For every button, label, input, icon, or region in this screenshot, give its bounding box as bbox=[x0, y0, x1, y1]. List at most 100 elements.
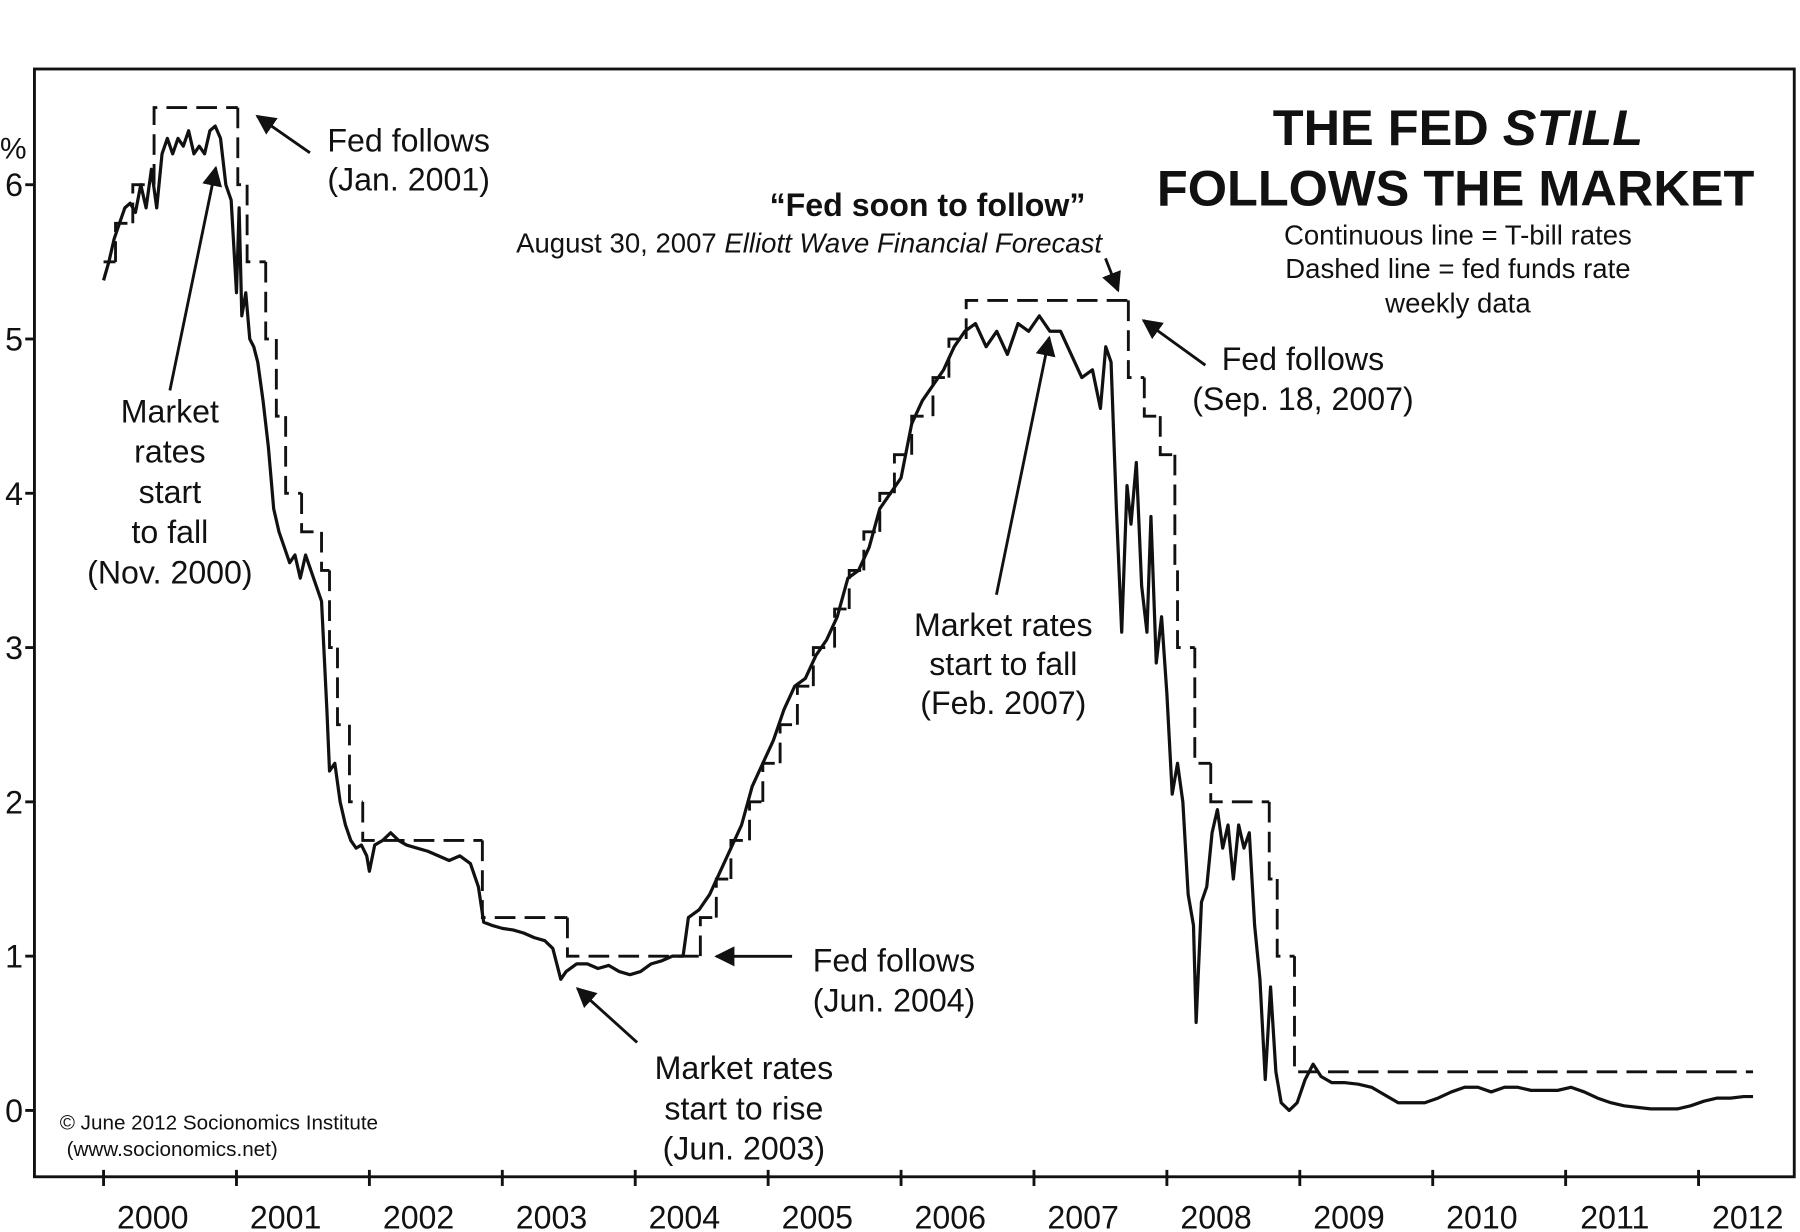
step-segment bbox=[761, 761, 781, 802]
step-segment bbox=[236, 107, 248, 187]
annotation: rates bbox=[134, 434, 205, 470]
step-segment bbox=[1126, 300, 1145, 380]
step-segment bbox=[1176, 570, 1195, 650]
x-tick-label: 2011 bbox=[1580, 1199, 1649, 1232]
x-tick-label: 2001 bbox=[250, 1199, 321, 1232]
annotation: Fed follows bbox=[1222, 341, 1384, 377]
credit: © June 2012 Socionomics Institute bbox=[60, 1112, 378, 1135]
chart-title: THE FED STILL bbox=[1273, 99, 1643, 156]
step-segment bbox=[1158, 416, 1175, 457]
title-italic: STILL bbox=[1503, 99, 1643, 156]
x-tick-label: 2009 bbox=[1313, 1199, 1384, 1232]
arrow bbox=[1102, 257, 1121, 293]
quote: “Fed soon to follow” bbox=[770, 187, 1086, 223]
plot-frame bbox=[33, 67, 1796, 1179]
annotation: (Jun. 2004) bbox=[813, 982, 976, 1018]
arrow bbox=[995, 335, 1056, 596]
step-segment bbox=[931, 376, 949, 417]
annotation: Market bbox=[121, 394, 219, 430]
quote-source: August 30, 2007 Elliott Wave Financial F… bbox=[516, 228, 1103, 259]
step-segment bbox=[698, 916, 717, 957]
step-segment bbox=[1173, 454, 1178, 572]
quote-date: August 30, 2007 bbox=[516, 228, 717, 259]
step-segment bbox=[847, 568, 864, 610]
step-segment bbox=[320, 531, 330, 572]
annotation: Market rates bbox=[914, 607, 1093, 643]
arrow bbox=[1141, 319, 1207, 367]
subtitle: Continuous line = T-bill rates bbox=[1284, 220, 1632, 251]
annotation: (Sep. 18, 2007) bbox=[1192, 381, 1413, 417]
y-unit: % bbox=[0, 133, 27, 166]
annotation: start to rise bbox=[664, 1090, 823, 1126]
annotation: (Jan. 2001) bbox=[327, 162, 490, 198]
step-segment bbox=[264, 261, 277, 341]
y-tick-label: 2 bbox=[5, 784, 23, 820]
annotation: to fall bbox=[131, 514, 208, 550]
step-segment bbox=[348, 724, 363, 804]
y-tick-label: 5 bbox=[5, 321, 23, 357]
step-segment bbox=[892, 453, 912, 494]
step-segment bbox=[729, 838, 750, 880]
step-segment bbox=[947, 337, 967, 378]
annotation: (Jun. 2003) bbox=[663, 1131, 826, 1167]
step-segment bbox=[480, 840, 568, 920]
step-segment bbox=[862, 530, 880, 571]
annotation: (Feb. 2007) bbox=[920, 685, 1086, 721]
y-tick-label: 6 bbox=[5, 167, 23, 203]
y-tick-label: 1 bbox=[5, 939, 23, 975]
annotation: Market rates bbox=[655, 1050, 834, 1086]
arrow bbox=[575, 987, 639, 1044]
step-segment bbox=[778, 723, 798, 764]
chart-title: FOLLOWS THE MARKET bbox=[1157, 160, 1755, 217]
annotation: Fed follows bbox=[327, 123, 489, 159]
step-segment bbox=[1293, 956, 1754, 1074]
x-tick-label: 2007 bbox=[1047, 1199, 1118, 1232]
subtitle: Dashed line = fed funds rate bbox=[1285, 253, 1630, 284]
annotation: (Nov. 2000) bbox=[87, 554, 252, 590]
step-segment bbox=[833, 607, 850, 648]
step-segment bbox=[811, 646, 835, 687]
y-tick-label: 0 bbox=[5, 1093, 23, 1129]
step-segment bbox=[1193, 647, 1211, 765]
x-tick-label: 2010 bbox=[1446, 1199, 1517, 1232]
step-segment bbox=[878, 491, 895, 532]
step-segment bbox=[964, 298, 1129, 339]
step-segment bbox=[284, 416, 302, 495]
x-tick-label: 2006 bbox=[915, 1199, 986, 1232]
annotation: Fed follows bbox=[813, 942, 975, 978]
y-tick-label: 4 bbox=[5, 476, 23, 512]
step-segment bbox=[748, 800, 763, 841]
arrow bbox=[168, 165, 223, 391]
title-text: THE FED bbox=[1273, 99, 1489, 156]
step-segment bbox=[361, 801, 483, 842]
quote-publication: Elliott Wave Financial Forecast bbox=[724, 228, 1103, 259]
step-segment bbox=[1267, 801, 1278, 881]
step-segment bbox=[152, 106, 238, 185]
step-segment bbox=[566, 917, 701, 958]
step-segment bbox=[114, 221, 133, 262]
step-segment bbox=[274, 338, 286, 418]
arrow bbox=[255, 114, 311, 154]
step-segment bbox=[328, 570, 338, 650]
step-segment bbox=[245, 184, 266, 264]
step-segment bbox=[1275, 879, 1295, 958]
x-tick-label: 2008 bbox=[1180, 1199, 1251, 1232]
step-segment bbox=[300, 493, 322, 534]
arrows bbox=[168, 114, 1207, 1044]
x-tick-label: 2002 bbox=[383, 1199, 454, 1232]
step-segment bbox=[1142, 377, 1161, 418]
step-segment bbox=[714, 877, 731, 918]
step-segment bbox=[795, 684, 814, 725]
y-tick-label: 3 bbox=[5, 630, 23, 666]
x-tick-label: 2003 bbox=[516, 1199, 587, 1232]
credit: (www.socionomics.net) bbox=[67, 1138, 278, 1161]
x-tick-label: 2005 bbox=[782, 1199, 853, 1232]
step-segment bbox=[1209, 763, 1270, 804]
x-tick-label: 2012 bbox=[1712, 1199, 1783, 1232]
step-segment bbox=[336, 647, 350, 727]
annotation: start to fall bbox=[929, 646, 1077, 682]
annotation: start bbox=[139, 474, 202, 510]
x-tick-label: 2000 bbox=[117, 1199, 188, 1232]
